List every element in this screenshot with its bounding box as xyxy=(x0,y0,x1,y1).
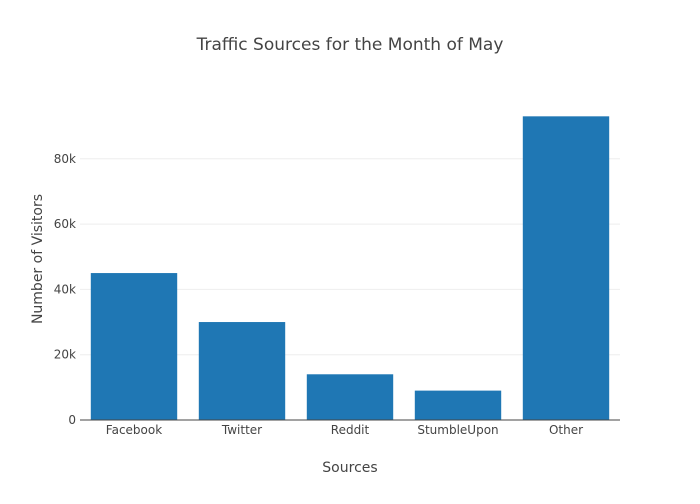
y-axis-title: Number of Visitors xyxy=(30,194,46,324)
y-tick-label: 60k xyxy=(54,217,76,231)
y-tick-label: 20k xyxy=(54,348,76,362)
x-tick-label: Other xyxy=(549,423,583,437)
chart-title: Traffic Sources for the Month of May xyxy=(196,35,504,55)
tick-labels: 0 20k 40k 60k 80k Facebook Twitter Reddit Stumbl… xyxy=(54,152,583,437)
x-tick-label: Reddit xyxy=(331,423,370,437)
x-tick-label: StumbleUpon xyxy=(417,423,498,437)
bar-facebook xyxy=(90,273,178,420)
bar-stumbleupon xyxy=(414,390,502,420)
y-tick-label: 0 xyxy=(68,413,76,427)
x-axis-title: Sources xyxy=(322,460,377,476)
y-tick-label: 40k xyxy=(54,282,76,296)
bar-reddit xyxy=(306,374,394,420)
bars xyxy=(90,116,610,420)
bar-other xyxy=(522,116,610,420)
x-tick-label: Twitter xyxy=(221,423,262,437)
y-tick-label: 80k xyxy=(54,152,76,166)
bar-twitter xyxy=(198,322,286,420)
x-tick-label: Facebook xyxy=(106,423,162,437)
